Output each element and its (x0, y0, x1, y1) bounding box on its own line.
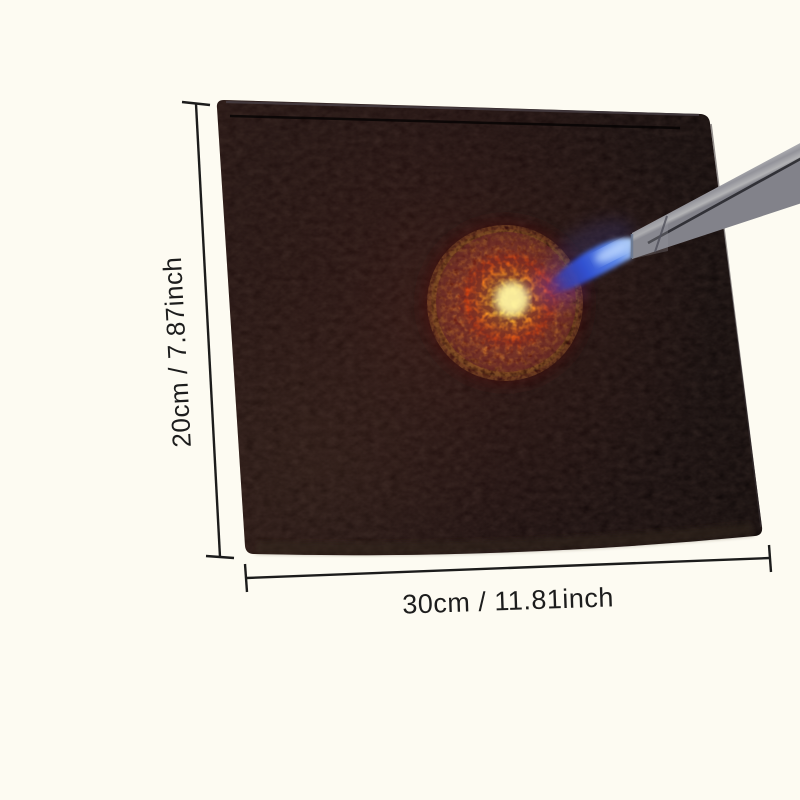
height-line (194, 103, 222, 558)
nozzle-collar-seam (654, 215, 668, 253)
height-line-top-cap (181, 100, 211, 107)
mat-top-edge-highlight (225, 100, 700, 117)
height-line-bottom-cap (205, 554, 235, 560)
mat-top-inner-line (229, 114, 681, 130)
heat-glow (409, 207, 601, 399)
flame-ambient-haze (549, 219, 635, 277)
height-dimension-label: 20cm / 7.87inch (157, 256, 197, 448)
width-line-left-cap (243, 563, 249, 593)
width-dimension-label: 30cm / 11.81inch (402, 582, 615, 619)
nozzle-tip-collar (632, 216, 668, 259)
torch-nozzle (630, 143, 800, 259)
width-line (245, 556, 771, 580)
height-dimension-line (181, 100, 235, 560)
dimension-lines (181, 100, 773, 593)
width-line-right-cap (767, 544, 773, 573)
flame-bright-core (594, 241, 630, 263)
nozzle-seam-stripe (647, 157, 800, 245)
torch-flame (530, 219, 635, 306)
mat-bottom-edge-band (255, 523, 754, 555)
width-dimension-line (243, 544, 773, 593)
glow-core (495, 282, 529, 316)
